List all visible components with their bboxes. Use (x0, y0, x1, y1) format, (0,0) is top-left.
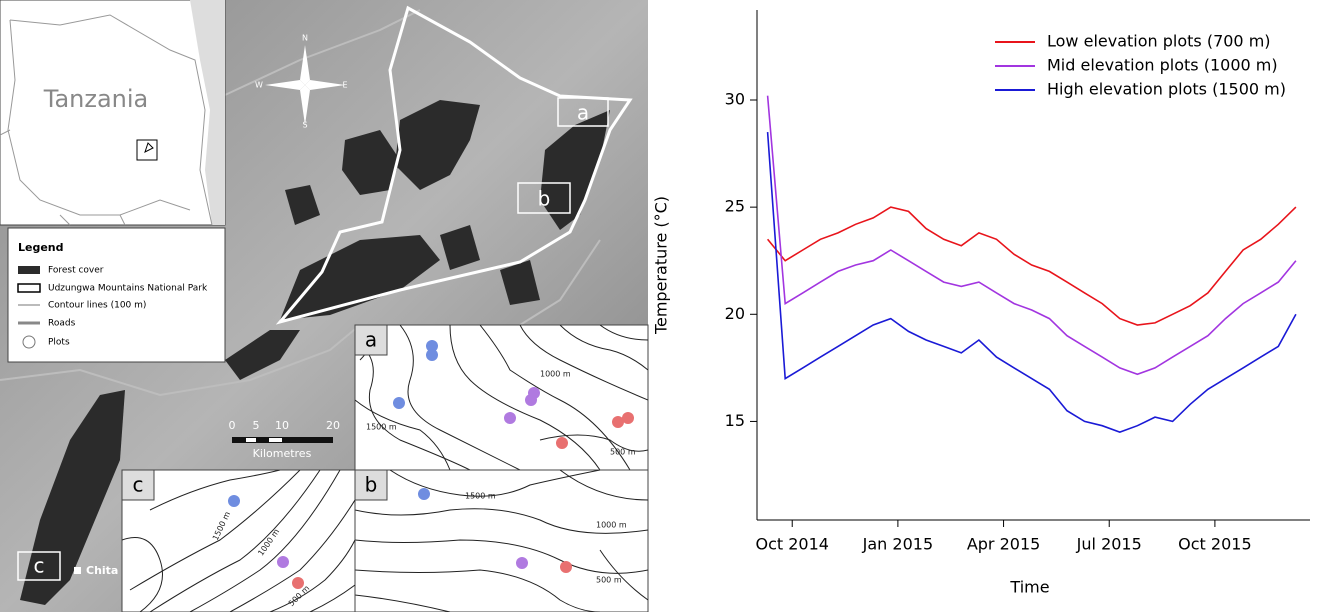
inset-marker: a (577, 101, 589, 125)
map: a b c Chita N S W E 0 5 10 20 Kilometres (0, 0, 649, 612)
compass-n: N (302, 34, 308, 43)
legend-item: Contour lines (100 m) (48, 301, 146, 311)
inset-c (121, 469, 356, 612)
legend-label: Mid elevation plots (1000 m) (1047, 56, 1278, 75)
y-tick-label: 30 (725, 90, 745, 109)
scale-unit: Kilometres (253, 447, 312, 460)
x-tick-label: Oct 2014 (755, 535, 828, 554)
inset-a (354, 324, 649, 471)
scale-tick: 0 (229, 419, 236, 432)
legend-label: Low elevation plots (700 m) (1047, 32, 1271, 51)
legend-item: Forest cover (48, 266, 104, 276)
country-inset (0, 0, 226, 226)
x-tick-label: Apr 2015 (967, 535, 1040, 554)
temperature-chart: Time Temperature (°C) 15 20 25 30 Oct 2014 Ja… (652, 10, 1310, 597)
legend-item: Roads (48, 319, 76, 329)
inset-marker: c (34, 554, 45, 578)
series-line (766, 132, 1297, 433)
scale-tick: 5 (253, 419, 260, 432)
legend-box (7, 227, 226, 363)
roads (0, 9, 601, 397)
compass (265, 45, 345, 125)
x-axis-title: Time (1009, 578, 1049, 597)
compass-e: E (342, 81, 347, 90)
legend-label: High elevation plots (1500 m) (1047, 80, 1286, 99)
contour-label: 1500 m (465, 492, 496, 501)
y-axis-title: Temperature (°C) (652, 196, 671, 335)
series-line (766, 95, 1297, 376)
scale-tick: 10 (275, 419, 289, 432)
x-tick-label: Jan 2015 (862, 535, 933, 554)
scale-tick: 20 (326, 419, 340, 432)
x-tick-label: Oct 2015 (1178, 535, 1251, 554)
y-tick-label: 25 (725, 197, 745, 216)
contour-label: 1000 m (596, 521, 627, 530)
y-tick-label: 15 (725, 411, 745, 430)
place-marker (74, 567, 81, 574)
legend-symbol (22, 335, 36, 349)
inset-label: b (365, 473, 378, 497)
legend-item: Udzungwa Mountains National Park (48, 284, 208, 294)
inset-label: a (365, 328, 377, 352)
y-tick-label: 20 (725, 304, 745, 323)
scale-bar (232, 437, 333, 443)
legend-item: Plots (48, 338, 70, 348)
series-line (766, 206, 1297, 326)
legend-title: Legend (18, 241, 64, 254)
compass-s: S (302, 121, 307, 130)
country-label: Tanzania (43, 85, 149, 113)
contour-label: 1500 m (366, 423, 397, 432)
legend-symbol (18, 266, 40, 274)
legend-symbol (17, 283, 41, 293)
compass-w: W (255, 81, 263, 90)
x-tick-label: Jul 2015 (1076, 535, 1142, 554)
inset-label: c (133, 473, 144, 497)
inset-b (354, 469, 649, 612)
contour-label: 500 m (596, 576, 622, 585)
place-label: Chita (86, 564, 118, 577)
inset-marker: b (538, 187, 551, 211)
contour-label: 1000 m (540, 370, 571, 379)
inset-frames (17, 97, 609, 581)
contour-label: 500 m (610, 448, 636, 457)
park-boundary (275, 5, 633, 325)
